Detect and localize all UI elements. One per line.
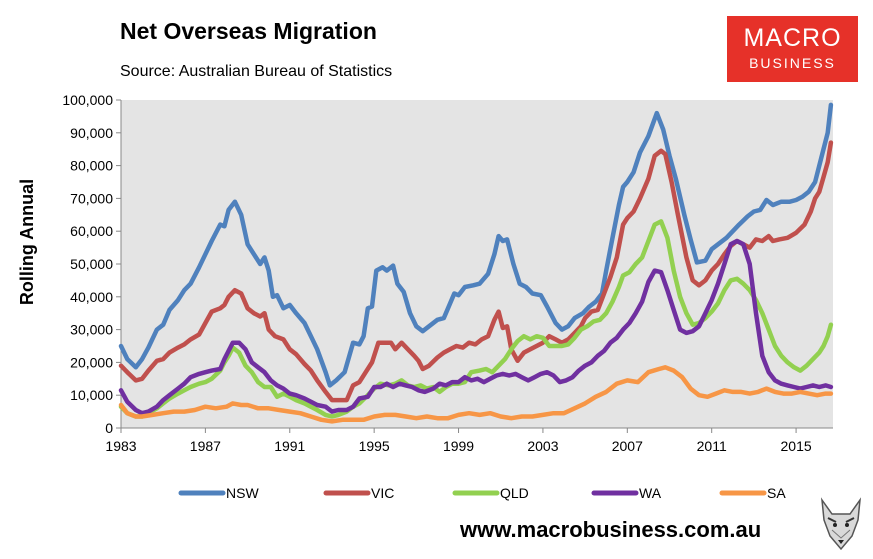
y-tick-label: 20,000 [70, 354, 113, 370]
y-tick-label: 0 [105, 420, 113, 436]
x-tick-label: 1983 [105, 438, 136, 454]
series-line-wa [118, 238, 834, 416]
y-tick-label: 70,000 [70, 190, 113, 206]
y-tick-label: 100,000 [62, 92, 113, 108]
legend-label-sa: SA [767, 485, 786, 501]
y-axis: 0 10,000 20,000 30,000 40,000 50,000 60,000 70,… [62, 92, 122, 436]
x-tick-label: 1991 [274, 438, 305, 454]
series-lines [118, 102, 834, 424]
logo-sub-text: BUSINESS [749, 55, 836, 71]
series-line-sa [118, 365, 834, 424]
logo-main-text: MACRO [743, 24, 842, 52]
legend-label-qld: QLD [500, 485, 529, 501]
legend-label-nsw: NSW [226, 485, 259, 501]
y-tick-label: 80,000 [70, 158, 113, 174]
x-tick-label: 2015 [781, 438, 812, 454]
x-tick-label: 2003 [527, 438, 558, 454]
y-tick-label: 30,000 [70, 322, 113, 338]
y-tick-label: 50,000 [70, 256, 113, 272]
y-tick-label: 60,000 [70, 223, 113, 239]
series-line-nsw [118, 102, 834, 388]
fox-head-icon [816, 496, 866, 552]
legend-label-vic: VIC [371, 485, 394, 501]
legend-label-wa: WA [639, 485, 662, 501]
series-line-vic [118, 140, 834, 403]
series-line-qld [118, 219, 834, 419]
y-axis-label: Rolling Annual [17, 179, 37, 305]
x-tick-label: 2007 [612, 438, 643, 454]
x-tick-label: 1995 [359, 438, 390, 454]
x-tick-label: 1999 [443, 438, 474, 454]
x-axis: 1983 1987 1991 1995 1999 2003 2007 2011 2015 [105, 427, 833, 454]
legend: NSW VIC QLD WA SA [178, 485, 786, 501]
website-url: www.macrobusiness.com.au [460, 517, 762, 542]
x-tick-label: 1987 [190, 438, 221, 454]
y-tick-label: 10,000 [70, 387, 113, 403]
y-tick-label: 40,000 [70, 289, 113, 305]
x-tick-label: 2011 [697, 438, 727, 454]
y-tick-label: 90,000 [70, 125, 113, 141]
chart-title: Net Overseas Migration [120, 18, 377, 44]
macrobusiness-logo: MACRO BUSINESS [727, 16, 858, 82]
chart-subtitle: Source: Australian Bureau of Statistics [120, 63, 393, 80]
